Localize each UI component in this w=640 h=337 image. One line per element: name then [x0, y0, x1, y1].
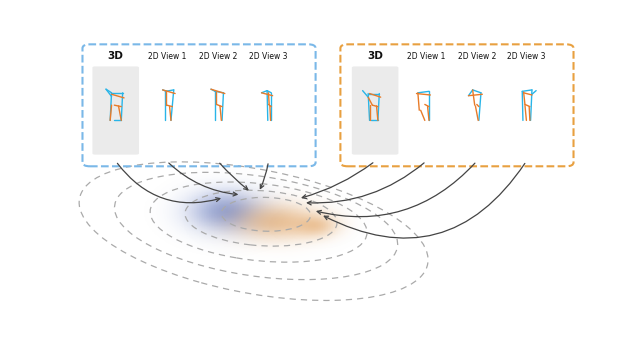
Text: 2D View 1: 2D View 1 [148, 52, 186, 61]
Text: 2D View 3: 2D View 3 [507, 52, 546, 61]
Text: 3D: 3D [367, 51, 383, 61]
FancyBboxPatch shape [92, 66, 139, 155]
Text: 2D View 2: 2D View 2 [198, 52, 237, 61]
FancyBboxPatch shape [352, 66, 399, 155]
Text: 2D View 1: 2D View 1 [407, 52, 445, 61]
Text: 2D View 2: 2D View 2 [458, 52, 496, 61]
Text: 2D View 3: 2D View 3 [249, 52, 288, 61]
Text: 3D: 3D [108, 51, 124, 61]
